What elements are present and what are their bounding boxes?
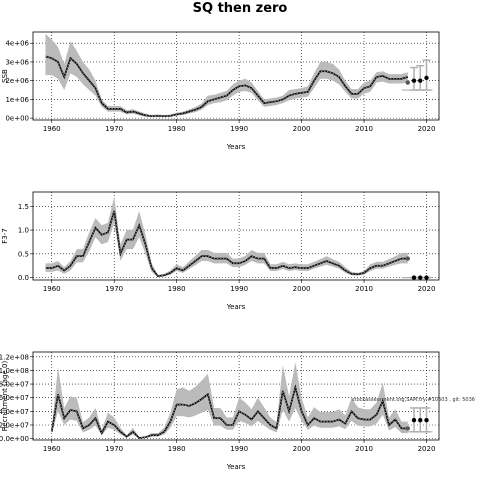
confidence-band bbox=[51, 362, 408, 439]
x-tick-label: 1990 bbox=[230, 445, 248, 453]
plot-frame bbox=[32, 31, 440, 121]
x-tick-label: 2020 bbox=[418, 445, 436, 453]
x-tick-label: 1990 bbox=[230, 125, 248, 133]
x-tick-label: 2010 bbox=[355, 445, 373, 453]
projection-point bbox=[411, 275, 417, 280]
x-tick-label: 2000 bbox=[293, 125, 311, 133]
projection-point bbox=[424, 275, 429, 280]
y-tick-label: 0e+00 bbox=[5, 115, 29, 123]
chart-panel-2: 1960 1970 1980 1990 2000 2010 2020 0.0 0.5 1.0 1.5… bbox=[1, 191, 440, 311]
x-tick-label: 1970 bbox=[105, 125, 123, 133]
projection-point bbox=[418, 275, 423, 280]
y-tick-label: 1e+06 bbox=[5, 96, 29, 104]
projection-point bbox=[405, 80, 410, 85]
x-axis-label: Years bbox=[226, 463, 246, 471]
projection-point bbox=[418, 78, 423, 83]
x-tick-label: 1960 bbox=[43, 125, 61, 133]
y-tick-label: 2e+06 bbox=[5, 77, 29, 85]
figure-title: SQ then zero bbox=[193, 1, 288, 16]
x-tick-label: 2020 bbox=[418, 285, 436, 293]
y-tick-label: 3e+06 bbox=[5, 58, 29, 66]
x-tick-label: 2020 bbox=[418, 125, 436, 133]
x-tick-label: 1970 bbox=[105, 285, 123, 293]
y-tick-label: 6.0e+07 bbox=[0, 394, 29, 402]
x-tick-label: 1980 bbox=[168, 285, 186, 293]
y-tick-label: 0.5 bbox=[18, 250, 29, 258]
projection-point bbox=[424, 418, 429, 423]
y-tick-label: 1.0 bbox=[18, 227, 29, 235]
x-tick-label: 1960 bbox=[43, 445, 61, 453]
x-tick-label: 1980 bbox=[168, 125, 186, 133]
x-tick-label: 2000 bbox=[293, 445, 311, 453]
x-tick-label: 1970 bbox=[105, 445, 123, 453]
x-tick-label: 2010 bbox=[355, 285, 373, 293]
projection-point bbox=[424, 75, 429, 81]
y-tick-label: 0.0e+00 bbox=[0, 435, 29, 443]
panels: 1960 1970 1980 1990 2000 2010 2020 0e+00 1e+06 2e… bbox=[0, 31, 475, 471]
y-tick-label: 4e+06 bbox=[5, 40, 29, 48]
y-tick-label: 1.2e+08 bbox=[0, 353, 29, 361]
y-tick-label: 2.0e+07 bbox=[0, 421, 29, 429]
stamp-annotation: stockassessment.org,SAM:try-#10603 , git… bbox=[352, 397, 475, 403]
chart-panel-3: 1960 1970 1980 1990 2000 2010 2020 0.0e+00 2.0e+… bbox=[0, 351, 475, 471]
plot-frame bbox=[32, 191, 440, 281]
projection-point bbox=[411, 78, 417, 83]
projection-point bbox=[411, 418, 417, 423]
x-tick-label: 1980 bbox=[168, 445, 186, 453]
x-axis-label: Years bbox=[226, 143, 246, 151]
x-tick-label: 2010 bbox=[355, 125, 373, 133]
y-tick-label: 8.0e+07 bbox=[0, 381, 29, 389]
y-tick-label: 1.0e+08 bbox=[0, 367, 29, 375]
x-tick-label: 1960 bbox=[43, 285, 61, 293]
series-line-dash bbox=[45, 210, 408, 277]
y-tick-label: 1.5 bbox=[18, 203, 29, 211]
x-axis-label: Years bbox=[226, 303, 246, 311]
projection-point bbox=[418, 418, 423, 423]
y-tick-label: 4.0e+07 bbox=[0, 408, 29, 416]
series-line-dash bbox=[45, 56, 408, 117]
y-axis-label: Recruitment (age 0) bbox=[1, 361, 9, 432]
y-axis-label: SSB bbox=[1, 69, 9, 83]
y-tick-label: 0.0 bbox=[18, 274, 29, 282]
projection-point bbox=[405, 426, 410, 431]
chart-panel-1: 1960 1970 1980 1990 2000 2010 2020 0e+00 1e+06 2e… bbox=[1, 31, 440, 151]
projection-point bbox=[405, 256, 410, 261]
x-tick-label: 1990 bbox=[230, 285, 248, 293]
x-tick-label: 2000 bbox=[293, 285, 311, 293]
series-line-dash bbox=[51, 386, 408, 439]
y-axis-label: F3-7 bbox=[1, 228, 9, 243]
plot-frame bbox=[32, 351, 440, 441]
